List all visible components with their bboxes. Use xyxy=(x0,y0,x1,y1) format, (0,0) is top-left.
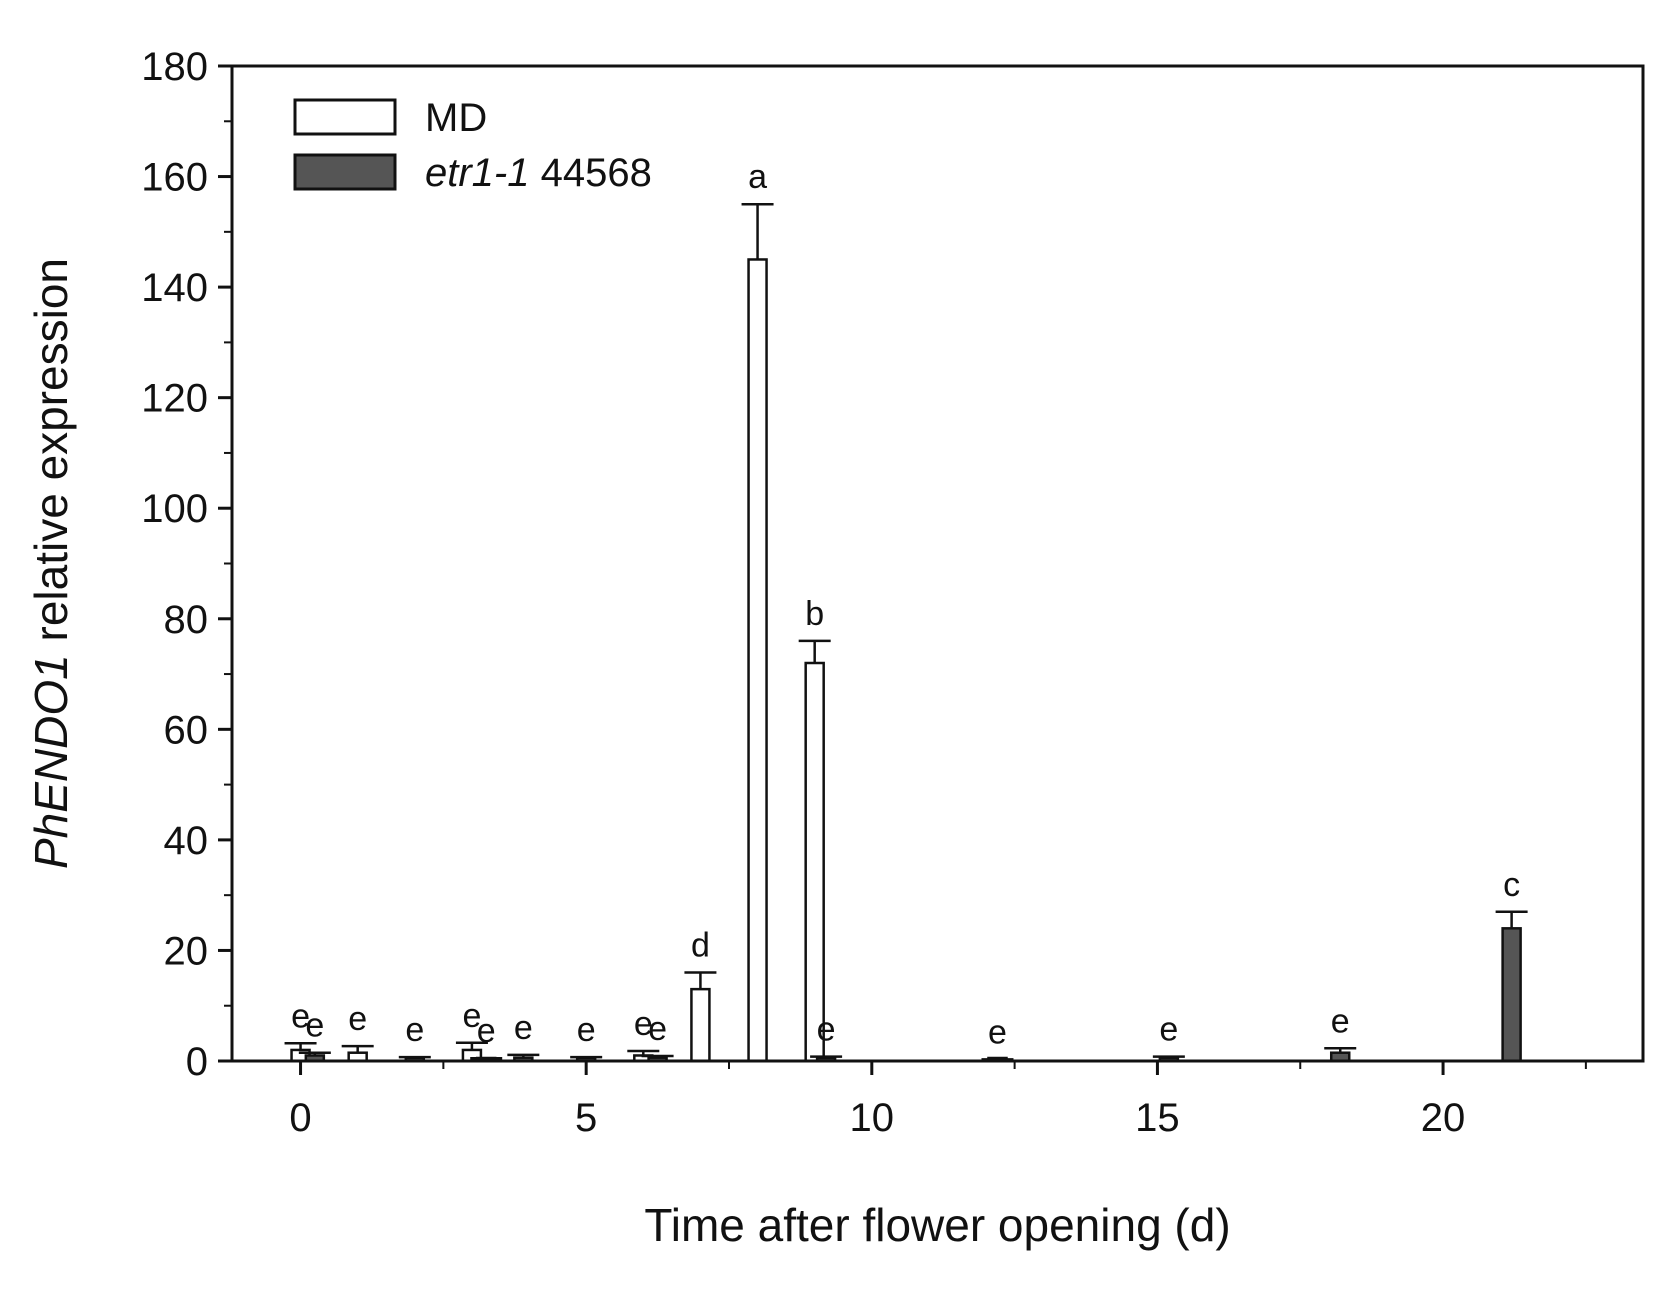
legend-swatch xyxy=(293,98,397,136)
bar-md xyxy=(804,661,825,1063)
y-tick-label: 160 xyxy=(141,156,208,200)
significance-label: e xyxy=(405,1011,424,1049)
y-tick-label: 180 xyxy=(141,45,208,89)
significance-label: e xyxy=(305,1007,324,1045)
x-tick-label: 10 xyxy=(850,1096,895,1140)
significance-label: e xyxy=(577,1011,596,1049)
significance-label: e xyxy=(1159,1011,1178,1049)
significance-label: e xyxy=(634,1005,653,1043)
significance-label: a xyxy=(748,158,767,196)
x-tick-label: 20 xyxy=(1421,1096,1466,1140)
y-tick-label: 140 xyxy=(141,266,208,310)
x-tick-label: 0 xyxy=(289,1096,311,1140)
significance-label: e xyxy=(1331,1002,1350,1040)
significance-label: e xyxy=(817,1011,836,1049)
bar-etr1 xyxy=(1501,927,1522,1063)
y-tick-label: 100 xyxy=(141,487,208,531)
x-tick-label: 15 xyxy=(1135,1096,1180,1140)
legend-label: etr1-1 44568 xyxy=(425,151,652,195)
significance-label: e xyxy=(988,1013,1007,1051)
x-tick-label: 5 xyxy=(575,1096,597,1140)
y-tick-label: 20 xyxy=(164,929,209,973)
significance-label: b xyxy=(805,595,824,633)
y-tick-label: 120 xyxy=(141,377,208,421)
plot-area-frame xyxy=(230,64,1645,1063)
y-axis-title: PhENDO1 relative expression xyxy=(25,258,77,869)
y-tick-label: 40 xyxy=(164,819,209,863)
y-tick-label: 0 xyxy=(186,1040,208,1084)
bar-md xyxy=(747,258,768,1063)
legend-swatch xyxy=(293,153,397,191)
x-axis-title: Time after flower opening (d) xyxy=(644,1199,1230,1251)
significance-label: e xyxy=(477,1012,496,1050)
significance-label: c xyxy=(1503,866,1520,904)
y-tick-label: 60 xyxy=(164,708,209,752)
significance-label: d xyxy=(691,927,710,965)
significance-label: e xyxy=(291,997,310,1035)
significance-label: e xyxy=(462,997,481,1035)
significance-label: e xyxy=(514,1009,533,1047)
significance-label: e xyxy=(348,1000,367,1038)
legend-label: MD xyxy=(425,96,487,140)
significance-label: e xyxy=(648,1010,667,1048)
y-tick-label: 80 xyxy=(164,598,209,642)
bar-md xyxy=(690,987,711,1063)
